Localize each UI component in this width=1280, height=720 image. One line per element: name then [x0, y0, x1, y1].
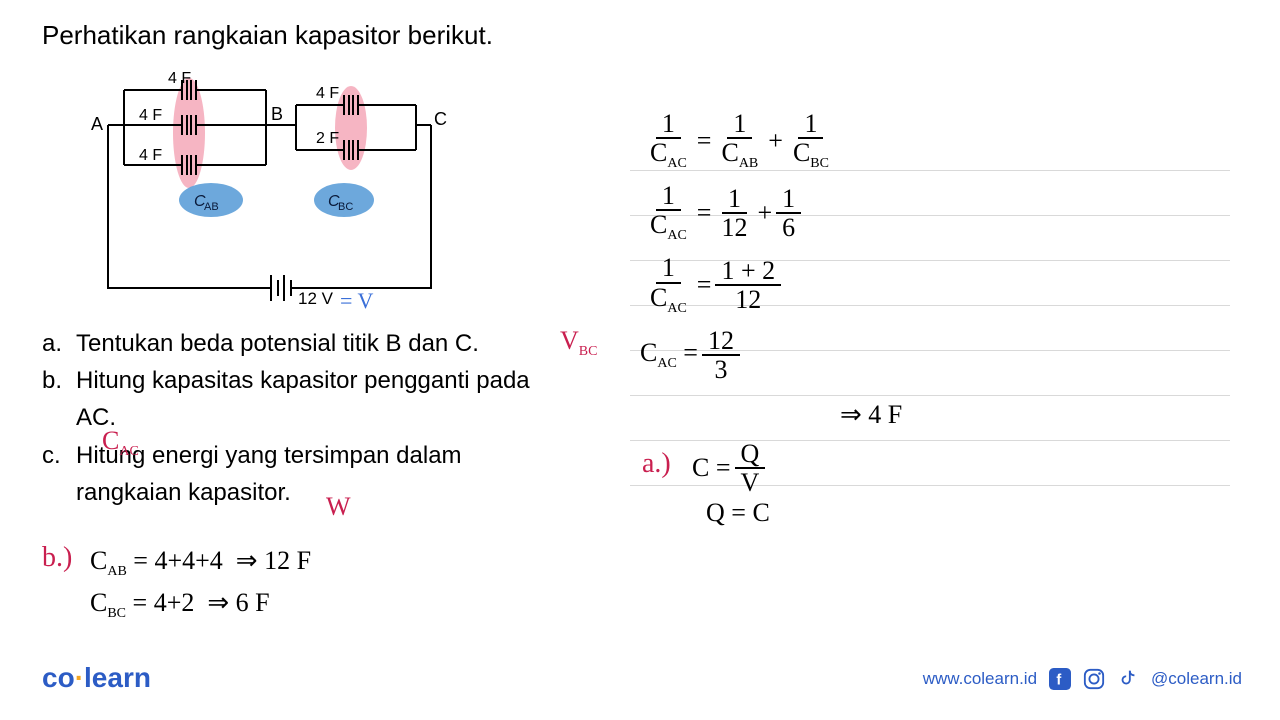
cac-annotation: CAC — [102, 426, 139, 460]
circuit-diagram: A B C 4 F 4 F 4 F 4 F 2 F 12 V C AB C BC — [86, 70, 466, 310]
facebook-icon: f — [1049, 668, 1071, 690]
question-list: a. Tentukan beda potensial titik B dan C… — [42, 325, 530, 511]
svg-text:4 F: 4 F — [316, 85, 339, 102]
svg-text:4 F: 4 F — [168, 70, 191, 87]
part-a-line2: Q = C — [706, 498, 770, 528]
brand-logo: co·learn — [42, 662, 151, 694]
svg-text:C: C — [434, 109, 447, 129]
question-a-label: a. — [42, 325, 76, 362]
svg-text:2 F: 2 F — [316, 130, 339, 147]
footer-url: www.colearn.id — [923, 669, 1037, 689]
vbc-annotation: VBC — [560, 326, 597, 360]
question-c-text2: rangkaian kapasitor. — [76, 479, 291, 506]
footer-right: www.colearn.id f @colearn.id — [923, 668, 1242, 690]
svg-text:4 F: 4 F — [139, 147, 162, 164]
part-a-line1: C = QV — [692, 440, 769, 497]
svg-text:12 V: 12 V — [298, 289, 334, 308]
svg-text:4 F: 4 F — [139, 107, 162, 124]
w-annotation: W — [326, 492, 351, 522]
equals-v-annotation: = V — [340, 288, 373, 314]
instagram-icon — [1083, 668, 1105, 690]
svg-text:BC: BC — [338, 201, 353, 213]
part-b-work: CAB = 4+4+4 ⇒ 12 F CBC = 4+2 ⇒ 6 F — [90, 546, 311, 630]
svg-text:B: B — [271, 104, 283, 124]
question-c-label: c. — [42, 437, 76, 511]
svg-text:AB: AB — [204, 201, 219, 213]
footer-handle: @colearn.id — [1151, 669, 1242, 689]
page-title: Perhatikan rangkaian kapasitor berikut. — [42, 20, 493, 51]
svg-text:A: A — [91, 114, 103, 134]
question-a-text: Tentukan beda potensial titik B dan C. — [76, 325, 479, 362]
question-b-label: b. — [42, 362, 76, 436]
tiktok-icon — [1117, 668, 1139, 690]
result-4f: ⇒ 4 F — [840, 400, 902, 430]
derivation-block: 1CAC = 1CAB + 1CBC 1CAC = 112 + 16 1CAC … — [640, 110, 839, 393]
part-a-label: a.) — [642, 448, 671, 480]
svg-text:f: f — [1056, 673, 1061, 689]
question-b-text1: Hitung kapasitas kapasitor pengganti pad… — [76, 367, 530, 394]
part-b-label: b.) — [42, 542, 72, 574]
